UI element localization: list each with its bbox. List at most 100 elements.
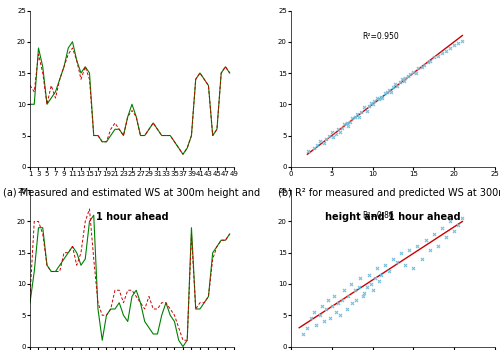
Point bbox=[332, 309, 340, 315]
Point bbox=[363, 284, 371, 290]
Point bbox=[324, 297, 332, 302]
Point bbox=[375, 97, 383, 102]
Point bbox=[304, 325, 312, 330]
Point bbox=[328, 130, 336, 135]
Point bbox=[446, 219, 454, 224]
Point bbox=[300, 331, 308, 337]
Point bbox=[377, 94, 385, 99]
Point bbox=[393, 83, 401, 88]
Point bbox=[410, 69, 418, 75]
Point bbox=[326, 316, 334, 321]
Point bbox=[426, 247, 434, 252]
Point bbox=[442, 48, 450, 54]
Point bbox=[364, 272, 372, 278]
Point bbox=[430, 231, 438, 237]
Point bbox=[320, 319, 328, 324]
Point bbox=[368, 102, 376, 107]
Point bbox=[385, 87, 393, 93]
Point bbox=[372, 266, 380, 271]
Point bbox=[454, 222, 462, 228]
Point bbox=[367, 281, 375, 287]
Point bbox=[424, 59, 432, 64]
Point bbox=[402, 75, 409, 81]
Point bbox=[310, 309, 318, 315]
Point bbox=[324, 133, 332, 138]
Point bbox=[438, 50, 446, 56]
Legend: Actual WS, ANN Predicted WS: Actual WS, ANN Predicted WS bbox=[70, 203, 194, 214]
Point bbox=[322, 136, 330, 141]
Point bbox=[384, 89, 392, 95]
Point bbox=[389, 256, 397, 262]
Point bbox=[392, 82, 400, 87]
Point bbox=[420, 62, 428, 68]
Point bbox=[450, 42, 458, 48]
Point bbox=[414, 244, 422, 249]
Point bbox=[338, 297, 346, 302]
Point bbox=[342, 306, 350, 312]
Text: R²=0.86: R²=0.86 bbox=[362, 211, 394, 220]
Point bbox=[342, 120, 350, 126]
Text: height and 1 hour ahead: height and 1 hour ahead bbox=[325, 212, 461, 222]
Point bbox=[360, 290, 368, 296]
Point bbox=[328, 303, 336, 309]
Point bbox=[340, 287, 348, 293]
Point bbox=[336, 130, 344, 135]
Point bbox=[410, 266, 418, 271]
Point bbox=[385, 269, 393, 274]
Point bbox=[400, 78, 407, 83]
Point bbox=[318, 303, 326, 309]
Point bbox=[350, 287, 358, 293]
Point bbox=[350, 114, 358, 120]
Point bbox=[332, 132, 340, 137]
Point bbox=[397, 250, 405, 255]
Point bbox=[355, 284, 363, 290]
Point bbox=[438, 225, 446, 231]
Point bbox=[458, 216, 466, 221]
Point bbox=[375, 278, 383, 284]
Point bbox=[434, 244, 442, 249]
Text: R²=0.950: R²=0.950 bbox=[362, 32, 399, 41]
Point bbox=[348, 300, 356, 306]
Point bbox=[344, 123, 352, 129]
Point bbox=[446, 45, 454, 51]
Point bbox=[377, 272, 385, 278]
Point bbox=[458, 38, 466, 43]
Point bbox=[370, 98, 378, 104]
Point bbox=[426, 58, 434, 63]
Point bbox=[322, 306, 330, 312]
Point bbox=[368, 287, 376, 293]
Point bbox=[316, 138, 324, 143]
Point bbox=[442, 234, 450, 240]
Point bbox=[363, 108, 371, 113]
Point bbox=[450, 228, 458, 234]
Point bbox=[378, 95, 386, 101]
Text: 1 hour ahead: 1 hour ahead bbox=[96, 212, 168, 222]
Point bbox=[371, 275, 379, 281]
Point bbox=[348, 115, 356, 121]
Point bbox=[304, 148, 312, 154]
Point bbox=[336, 313, 344, 318]
Point bbox=[372, 95, 380, 101]
Point bbox=[320, 140, 328, 146]
Point bbox=[454, 40, 462, 46]
Point bbox=[353, 111, 361, 117]
Point bbox=[389, 84, 397, 90]
Point bbox=[367, 100, 375, 106]
Point bbox=[430, 55, 438, 60]
Point bbox=[381, 90, 389, 96]
Point bbox=[334, 300, 342, 306]
Point bbox=[312, 322, 320, 327]
Point bbox=[381, 262, 389, 268]
Point bbox=[346, 119, 354, 125]
Point bbox=[434, 53, 442, 58]
Point bbox=[393, 259, 401, 265]
Point bbox=[359, 294, 367, 299]
Point bbox=[366, 103, 374, 108]
Point bbox=[418, 64, 426, 70]
Point bbox=[310, 145, 318, 151]
Point bbox=[360, 105, 368, 110]
Point bbox=[357, 109, 365, 114]
Text: (a) Measured and estimated WS at 300m height and: (a) Measured and estimated WS at 300m he… bbox=[4, 188, 260, 198]
Point bbox=[330, 134, 338, 140]
Point bbox=[398, 76, 406, 82]
